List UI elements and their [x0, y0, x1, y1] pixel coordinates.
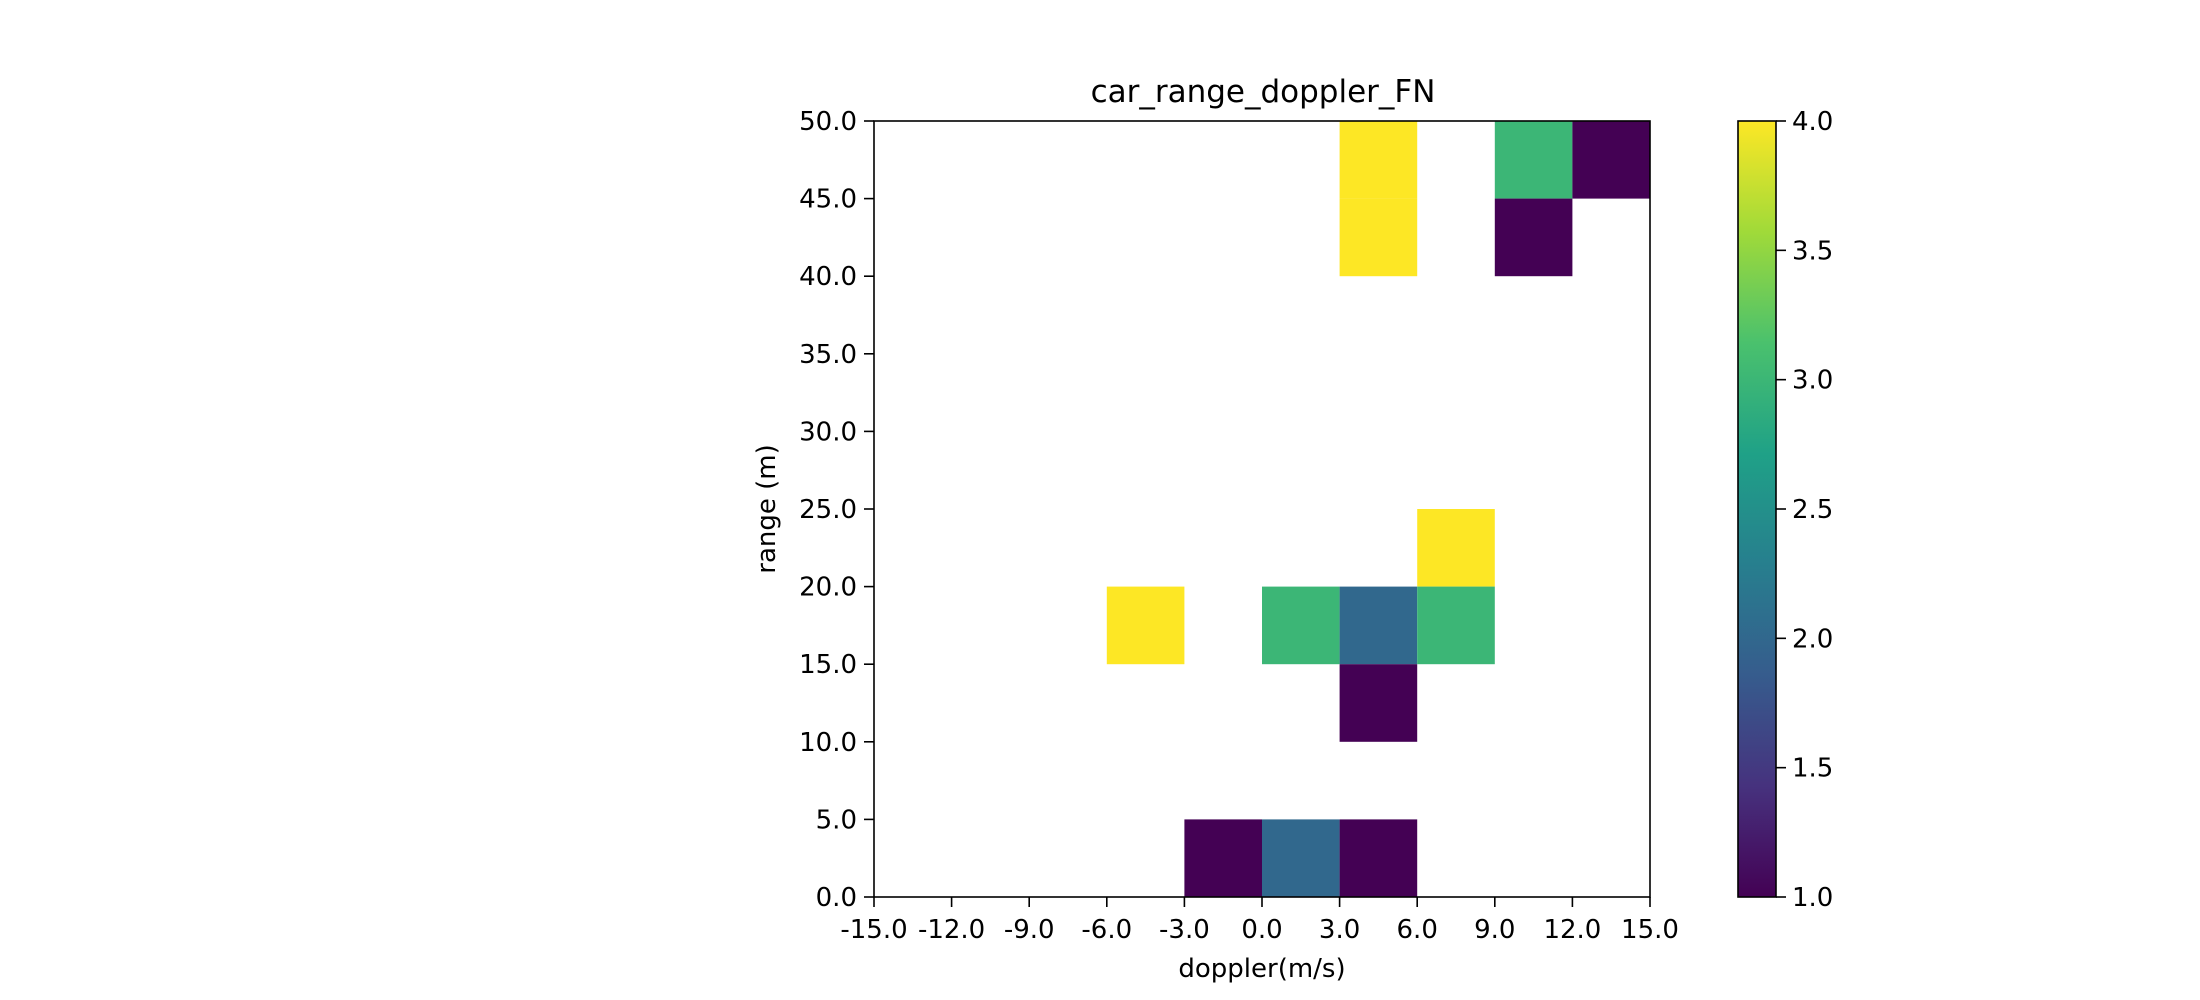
- heatmap-cell: [1262, 586, 1340, 665]
- colorbar-tick-label: 2.5: [1792, 495, 1833, 525]
- y-axis-ticks: 0.0 5.0 10.0 15.0 20.0 25.0 30.0 35.0 40.0 45.0 50…: [799, 107, 874, 913]
- heatmap-cell: [1572, 121, 1650, 199]
- heatmap-cell: [1339, 664, 1418, 742]
- y-tick-label: 30.0: [799, 417, 857, 447]
- heatmap-cell: [1339, 121, 1418, 199]
- heatmap-cell: [1262, 819, 1340, 897]
- y-tick-label: 0.0: [816, 883, 857, 913]
- y-tick-label: 20.0: [799, 573, 857, 603]
- x-tick-label: 0.0: [1241, 915, 1282, 945]
- heatmap-cell: [1339, 586, 1418, 665]
- y-tick-label: 5.0: [816, 805, 857, 835]
- x-axis-ticks: -15.0 -12.0 -9.0 -6.0 -3.0 0.0 3.0 6.0 9.0 12.0 15…: [840, 897, 1679, 945]
- heatmap-cell: [1494, 121, 1573, 199]
- colorbar-tick-label: 4.0: [1792, 107, 1833, 137]
- x-tick-label: 9.0: [1474, 915, 1515, 945]
- colorbar-tick-label: 1.0: [1792, 883, 1833, 913]
- x-tick-label: -12.0: [918, 915, 985, 945]
- colorbar-tick-label: 2.0: [1792, 624, 1833, 654]
- y-tick-label: 40.0: [799, 262, 857, 292]
- heatmap-cell: [1339, 819, 1418, 897]
- colorbar-tick-label: 3.0: [1792, 366, 1833, 396]
- y-tick-label: 35.0: [799, 340, 857, 370]
- y-tick-label: 25.0: [799, 495, 857, 525]
- heatmap-cell: [1417, 586, 1495, 665]
- x-tick-label: 3.0: [1319, 915, 1360, 945]
- x-tick-label: -15.0: [840, 915, 907, 945]
- x-axis-label: doppler(m/s): [1178, 954, 1345, 984]
- heatmap-cells: [1106, 121, 1650, 897]
- heatmap-cell: [1417, 509, 1495, 587]
- x-tick-label: -3.0: [1159, 915, 1210, 945]
- colorbar-tick-label: 3.5: [1792, 236, 1833, 266]
- x-tick-label: -6.0: [1081, 915, 1132, 945]
- x-tick-label: -9.0: [1004, 915, 1055, 945]
- chart-title: car_range_doppler_FN: [1091, 74, 1436, 110]
- y-tick-label: 10.0: [799, 728, 857, 758]
- y-axis-label: range (m): [752, 444, 782, 573]
- heatmap-cell: [1106, 586, 1185, 665]
- heatmap-cell: [1339, 198, 1418, 277]
- x-tick-label: 12.0: [1543, 915, 1601, 945]
- colorbar-tick-label: 1.5: [1792, 754, 1833, 784]
- heatmap-cell: [1494, 198, 1573, 277]
- y-tick-label: 45.0: [799, 185, 857, 215]
- y-tick-label: 50.0: [799, 107, 857, 137]
- heatmap-cell: [1184, 819, 1262, 897]
- colorbar: [1737, 120, 1777, 898]
- colorbar-ticks: 1.0 1.5 2.0 2.5 3.0 3.5 4.0: [1776, 107, 1833, 913]
- y-tick-label: 15.0: [799, 650, 857, 680]
- x-tick-label: 6.0: [1397, 915, 1438, 945]
- x-tick-label: 15.0: [1621, 915, 1679, 945]
